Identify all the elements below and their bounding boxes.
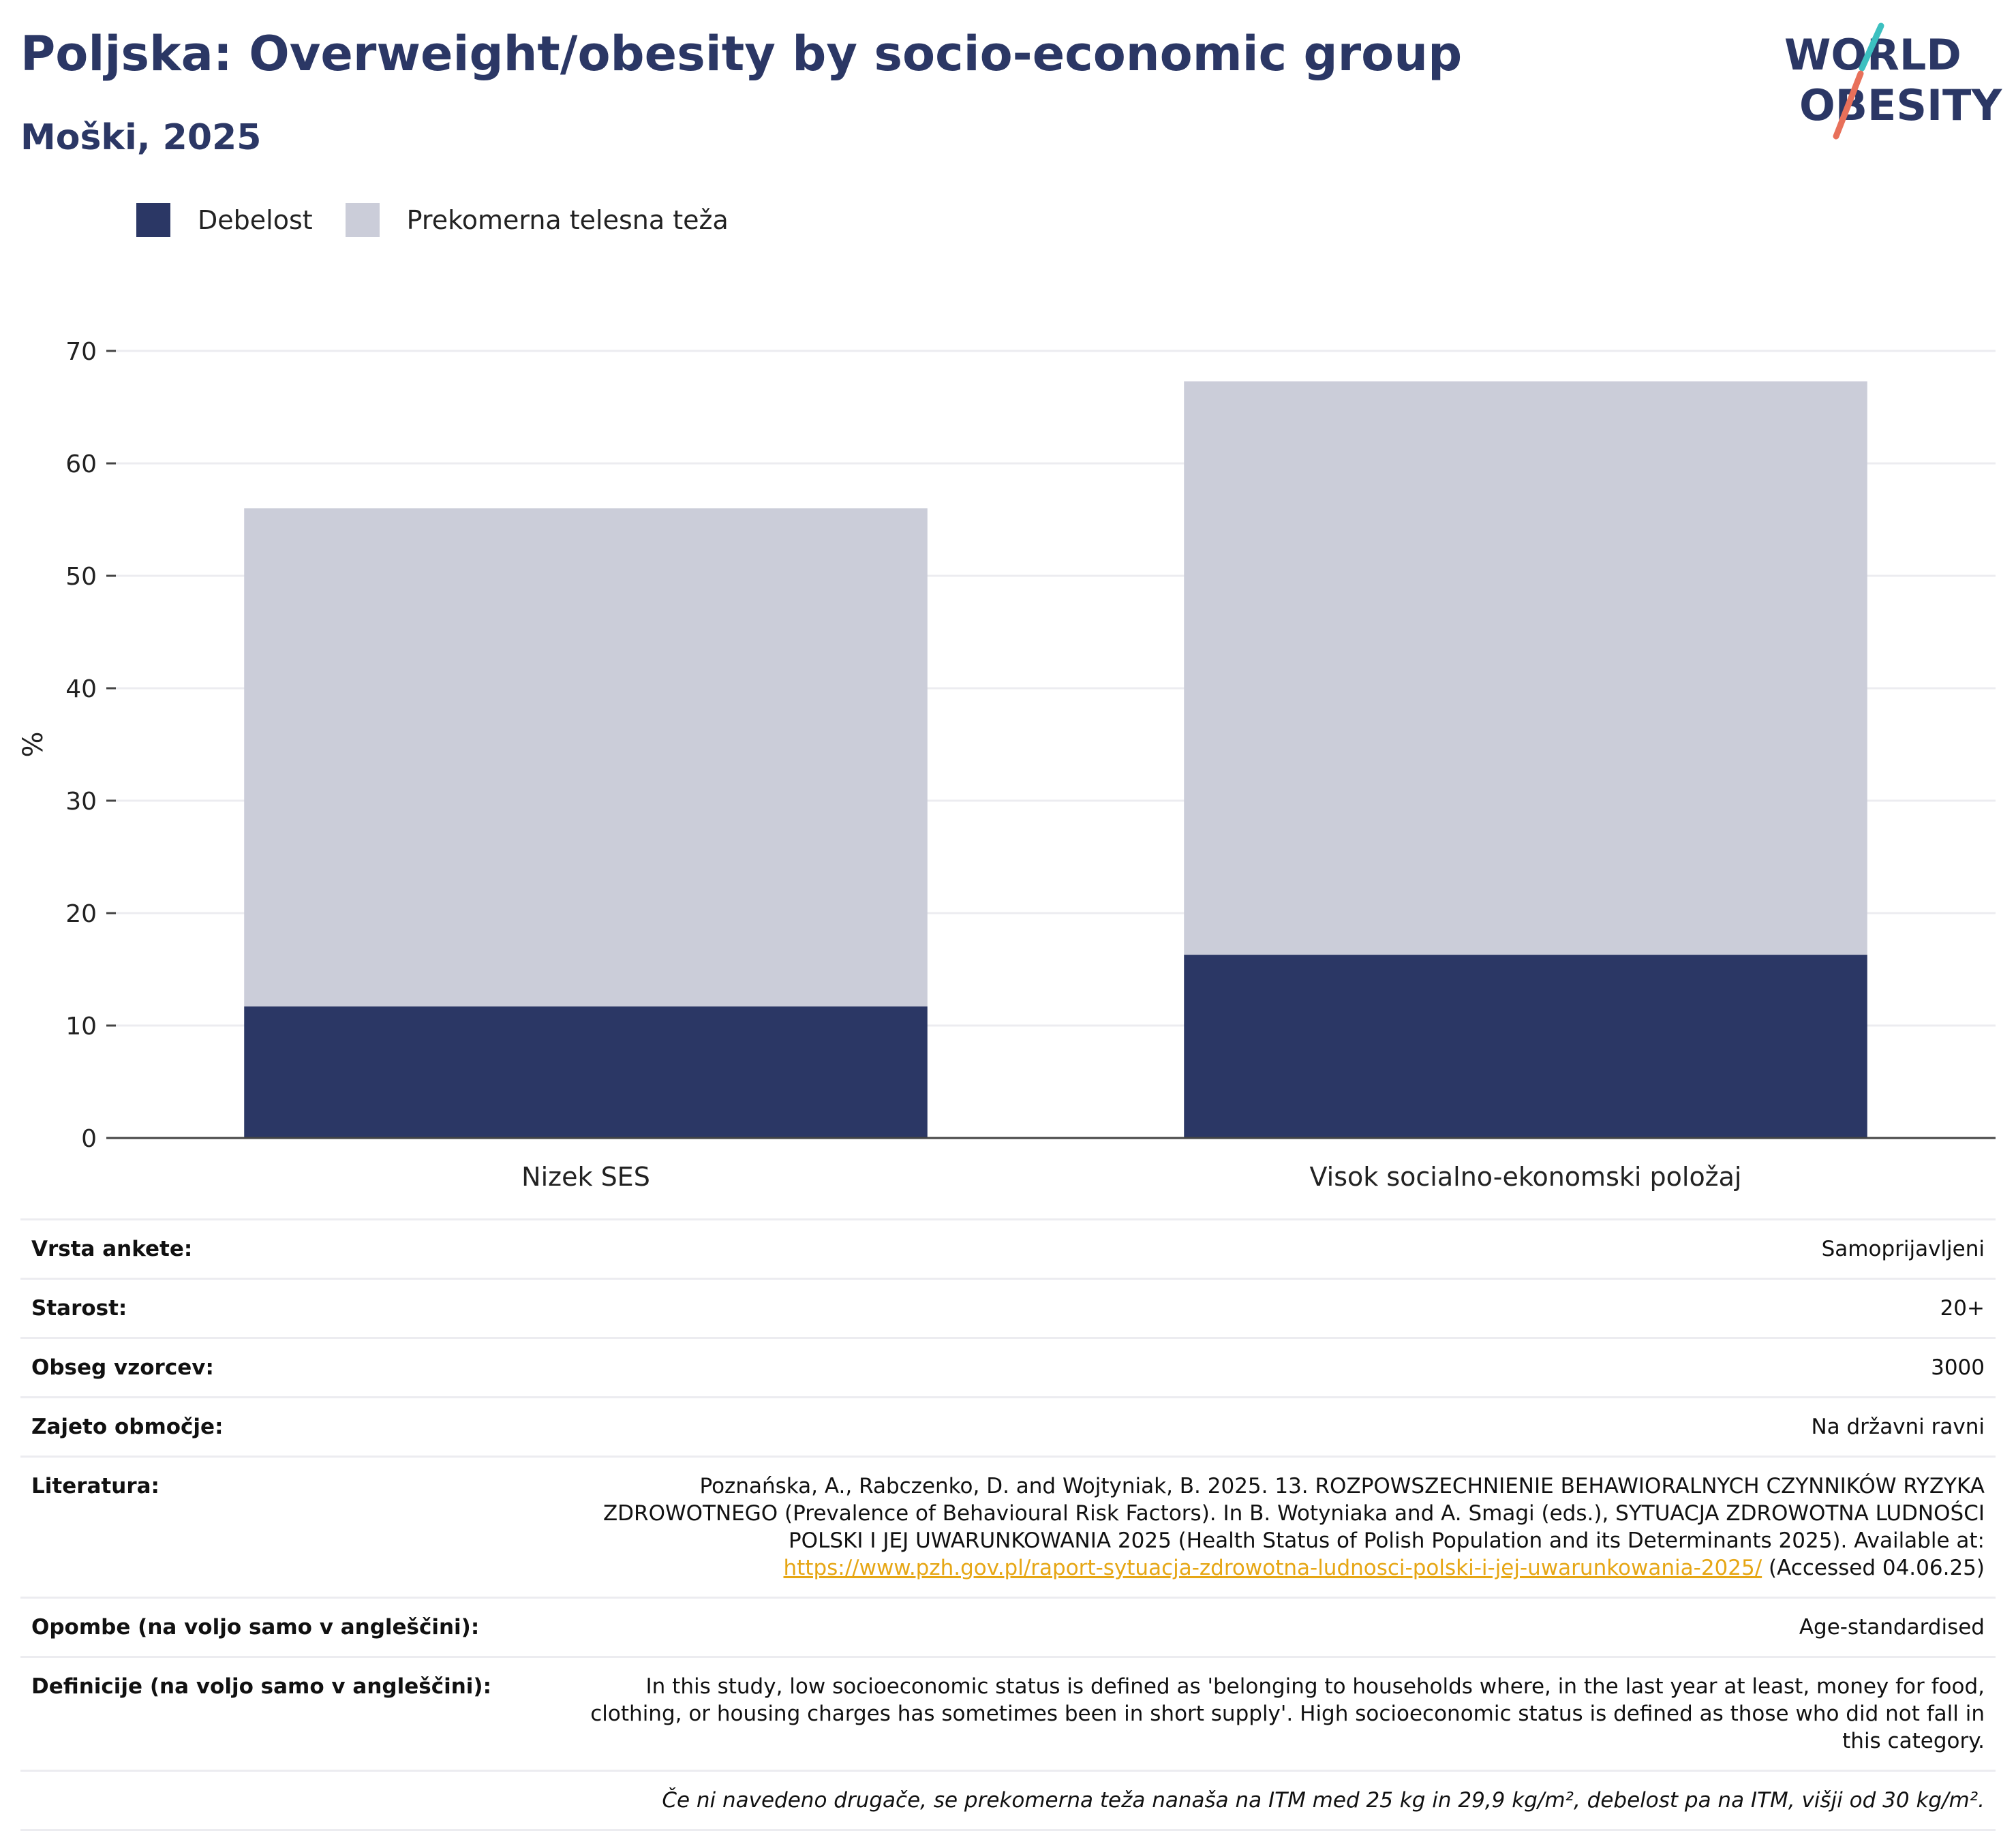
info-value: Na državni ravni	[560, 1396, 1996, 1457]
info-value: 20+	[560, 1278, 1996, 1338]
bar-segment-prekomerna	[244, 508, 928, 1006]
legend-label-debelost: Debelost	[198, 205, 313, 235]
info-label: Definicije (na voljo samo v angleščini):	[20, 1656, 560, 1771]
y-tick-label: 60	[65, 450, 97, 478]
y-axis-label: %	[18, 731, 49, 757]
survey-info-table: Vrsta ankete: Samoprijavljeni Starost: 2…	[20, 1218, 1996, 1831]
legend-item-debelost: Debelost	[136, 203, 313, 237]
stacked-bar-chart: 0 10 20 30 40 50 60 70 Nizek SES Visok socialno-e…	[18, 338, 1996, 1192]
info-value: Samoprijavljeni	[560, 1218, 1996, 1279]
legend-swatch-debelost	[136, 203, 170, 237]
literature-suffix: (Accessed 04.06.25)	[1762, 1556, 1985, 1580]
literature-link[interactable]: https://www.pzh.gov.pl/raport-sytuacja-z…	[783, 1556, 1762, 1580]
info-row-sample-size: Obseg vzorcev: 3000	[20, 1337, 1996, 1398]
logo-accent-coral	[1833, 70, 1864, 140]
y-tick-label: 10	[65, 1013, 97, 1041]
logo-line-2: OBESITY	[1799, 80, 2002, 130]
info-label: Obseg vzorcev:	[20, 1337, 560, 1398]
info-row-age: Starost: 20+	[20, 1278, 1996, 1338]
info-row-literature: Literatura: Poznańska, A., Rabczenko, D.…	[20, 1456, 1996, 1598]
info-row-footnote: Če ni navedeno drugače, se prekomerna te…	[20, 1770, 1996, 1831]
chart-title: Poljska: Overweight/obesity by socio-eco…	[20, 26, 1463, 82]
y-tick-label: 70	[65, 338, 97, 366]
info-value: Age-standardised	[560, 1597, 1996, 1657]
x-tick-label: Nizek SES	[521, 1162, 650, 1192]
info-row-coverage: Zajeto območje: Na državni ravni	[20, 1396, 1996, 1457]
info-label: Zajeto območje:	[20, 1396, 560, 1457]
legend-label-prekomerna: Prekomerna telesna teža	[406, 205, 729, 235]
info-row-notes: Opombe (na voljo samo v angleščini): Age…	[20, 1597, 1996, 1657]
info-value: 3000	[560, 1337, 1996, 1398]
bar-segment-prekomerna	[1184, 381, 1867, 955]
info-label: Literatura:	[20, 1456, 560, 1598]
logo-accent-teal	[1859, 22, 1884, 72]
x-tick-label: Visok socialno-ekonomski položaj	[1310, 1162, 1742, 1192]
y-tick-label: 40	[65, 675, 97, 703]
chart-subtitle: Moški, 2025	[20, 117, 262, 158]
info-label: Opombe (na voljo samo v angleščini):	[20, 1597, 560, 1657]
legend-swatch-prekomerna	[345, 203, 380, 237]
info-label: Starost:	[20, 1278, 560, 1338]
logo-graphic: WORLD OBESITY	[1784, 22, 2002, 140]
y-tick-label: 30	[65, 788, 97, 816]
legend-item-prekomerna: Prekomerna telesna teža	[345, 203, 729, 237]
info-value: In this study, low socioeconomic status …	[560, 1656, 1996, 1771]
info-label: Vrsta ankete:	[20, 1218, 560, 1279]
y-tick-label: 20	[65, 900, 97, 928]
y-tick-label: 0	[81, 1125, 97, 1153]
literature-value: Poznańska, A., Rabczenko, D. and Wojtyni…	[560, 1456, 1996, 1598]
bar-segment-debelost	[244, 1006, 928, 1138]
y-tick-label: 50	[65, 563, 97, 591]
literature-text: Poznańska, A., Rabczenko, D. and Wojtyni…	[602, 1474, 1985, 1553]
footnote-text: Če ni navedeno drugače, se prekomerna te…	[20, 1770, 1996, 1831]
bar-segment-debelost	[1184, 955, 1867, 1138]
info-row-survey-type: Vrsta ankete: Samoprijavljeni	[20, 1218, 1996, 1279]
world-obesity-logo: WORLD OBESITY	[1779, 20, 2004, 143]
info-row-definitions: Definicije (na voljo samo v angleščini):…	[20, 1656, 1996, 1771]
chart-legend: Debelost Prekomerna telesna teža	[136, 203, 761, 237]
